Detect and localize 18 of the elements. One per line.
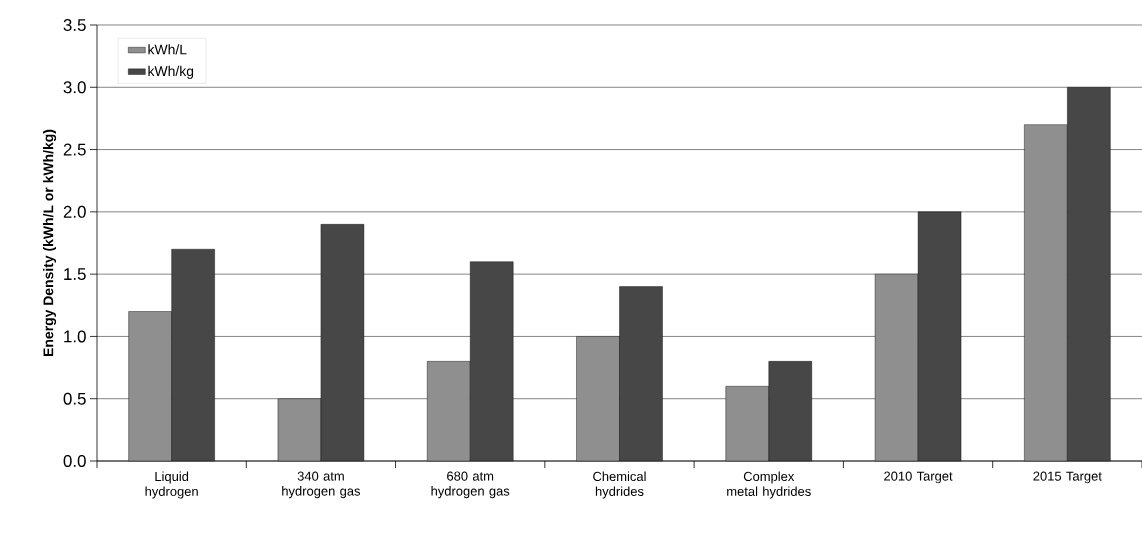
y-tick-label: 2.5 xyxy=(63,143,86,156)
y-tick-label: 1.5 xyxy=(64,268,86,281)
x-tick-label: Complex metal hydrides xyxy=(727,471,811,499)
y-tick-label: 1.0 xyxy=(64,330,86,343)
x-tick-label: 680 atm hydrogen gas xyxy=(431,471,510,499)
legend-label: kWh/L xyxy=(148,44,187,55)
x-tick-label: 340 atm hydrogen gas xyxy=(282,471,361,499)
x-tick-label: Liquid hydrogen xyxy=(145,471,198,499)
y-tick-label: 2.0 xyxy=(63,205,86,218)
y-tick-label: 0.5 xyxy=(63,392,86,405)
x-tick-label: 2010 Target xyxy=(884,471,953,484)
y-tick-label: 3.5 xyxy=(63,19,86,31)
y-tick-label: 0.0 xyxy=(63,455,86,467)
x-tick-label: 2015 Target xyxy=(1033,471,1102,484)
x-tick-label: Chemical hydrides xyxy=(593,471,646,499)
y-axis-title: Energy Density (kWh/L or kWh/kg) xyxy=(43,129,57,356)
legend-label: kWh/kg xyxy=(148,65,194,79)
y-tick-label: 3.0 xyxy=(63,81,86,94)
